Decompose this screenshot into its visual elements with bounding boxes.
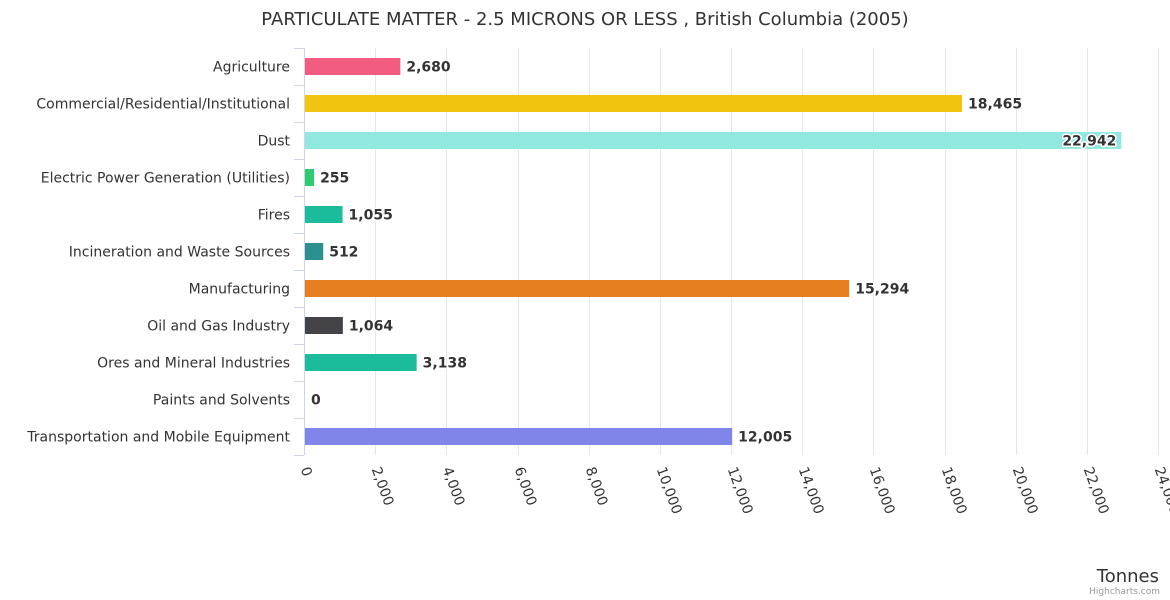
bar[interactable] [305, 428, 733, 445]
bar[interactable] [305, 206, 343, 223]
category-label: Dust [258, 134, 291, 150]
data-label: 22,942 [1062, 134, 1116, 150]
x-tick-label: 10,000 [653, 465, 685, 517]
chart-title: PARTICULATE MATTER - 2.5 MICRONS OR LESS… [261, 9, 908, 30]
credits-link[interactable]: Highcharts.com [1089, 587, 1160, 597]
bar[interactable] [305, 58, 401, 75]
x-tick-label: 6,000 [511, 465, 540, 508]
data-label: 2,680 [406, 60, 451, 76]
data-label: 1,055 [349, 208, 393, 224]
category-label: Oil and Gas Industry [147, 319, 290, 335]
x-tick-label: 8,000 [582, 465, 611, 508]
data-label: 512 [329, 245, 358, 261]
bar[interactable] [305, 354, 417, 371]
category-label: Incineration and Waste Sources [69, 245, 290, 261]
category-label: Fires [258, 208, 290, 224]
category-label: Commercial/Residential/Institutional [36, 97, 290, 113]
x-axis-title: Tonnes [1096, 566, 1159, 587]
bar[interactable] [305, 317, 343, 334]
category-label: Agriculture [213, 60, 290, 76]
category-label: Ores and Mineral Industries [97, 356, 290, 372]
x-tick-label: 14,000 [795, 465, 827, 517]
x-tick-label: 22,000 [1080, 465, 1112, 517]
x-tick-label: 24,000 [1151, 465, 1170, 517]
data-label: 1,064 [349, 319, 394, 335]
category-label: Manufacturing [189, 282, 290, 298]
x-tick-label: 18,000 [938, 465, 970, 517]
bar[interactable] [305, 132, 1122, 149]
category-label: Paints and Solvents [153, 393, 290, 409]
data-label: 3,138 [423, 356, 467, 372]
x-tick-label: 0 [297, 465, 315, 479]
data-label: 12,005 [738, 430, 792, 446]
data-label: 15,294 [855, 282, 909, 298]
x-tick-label: 12,000 [724, 465, 756, 517]
data-label: 18,465 [968, 97, 1022, 113]
data-label: 0 [311, 393, 321, 409]
category-label: Electric Power Generation (Utilities) [41, 171, 290, 187]
category-label: Transportation and Mobile Equipment [26, 430, 290, 446]
grid-lines [294, 48, 1159, 456]
bar[interactable] [305, 95, 963, 112]
x-tick-label: 16,000 [866, 465, 898, 517]
bars [305, 58, 1122, 445]
x-tick-label: 2,000 [368, 465, 397, 508]
x-tick-label: 4,000 [439, 465, 468, 508]
x-axis-ticks: 0 2,000 4,000 6,000 8,000 10,000 12,000 14,000 1… [297, 465, 1170, 517]
bar[interactable] [305, 280, 850, 297]
data-labels: 2,680 18,465 22,942 255 1,055 512 15,294 1,064 3… [310, 58, 1118, 447]
bar[interactable] [305, 169, 315, 186]
category-labels: Agriculture Commercial/Residential/Instit… [26, 60, 290, 446]
data-label: 255 [320, 171, 349, 187]
x-tick-label: 20,000 [1009, 465, 1041, 517]
bar[interactable] [305, 243, 324, 260]
